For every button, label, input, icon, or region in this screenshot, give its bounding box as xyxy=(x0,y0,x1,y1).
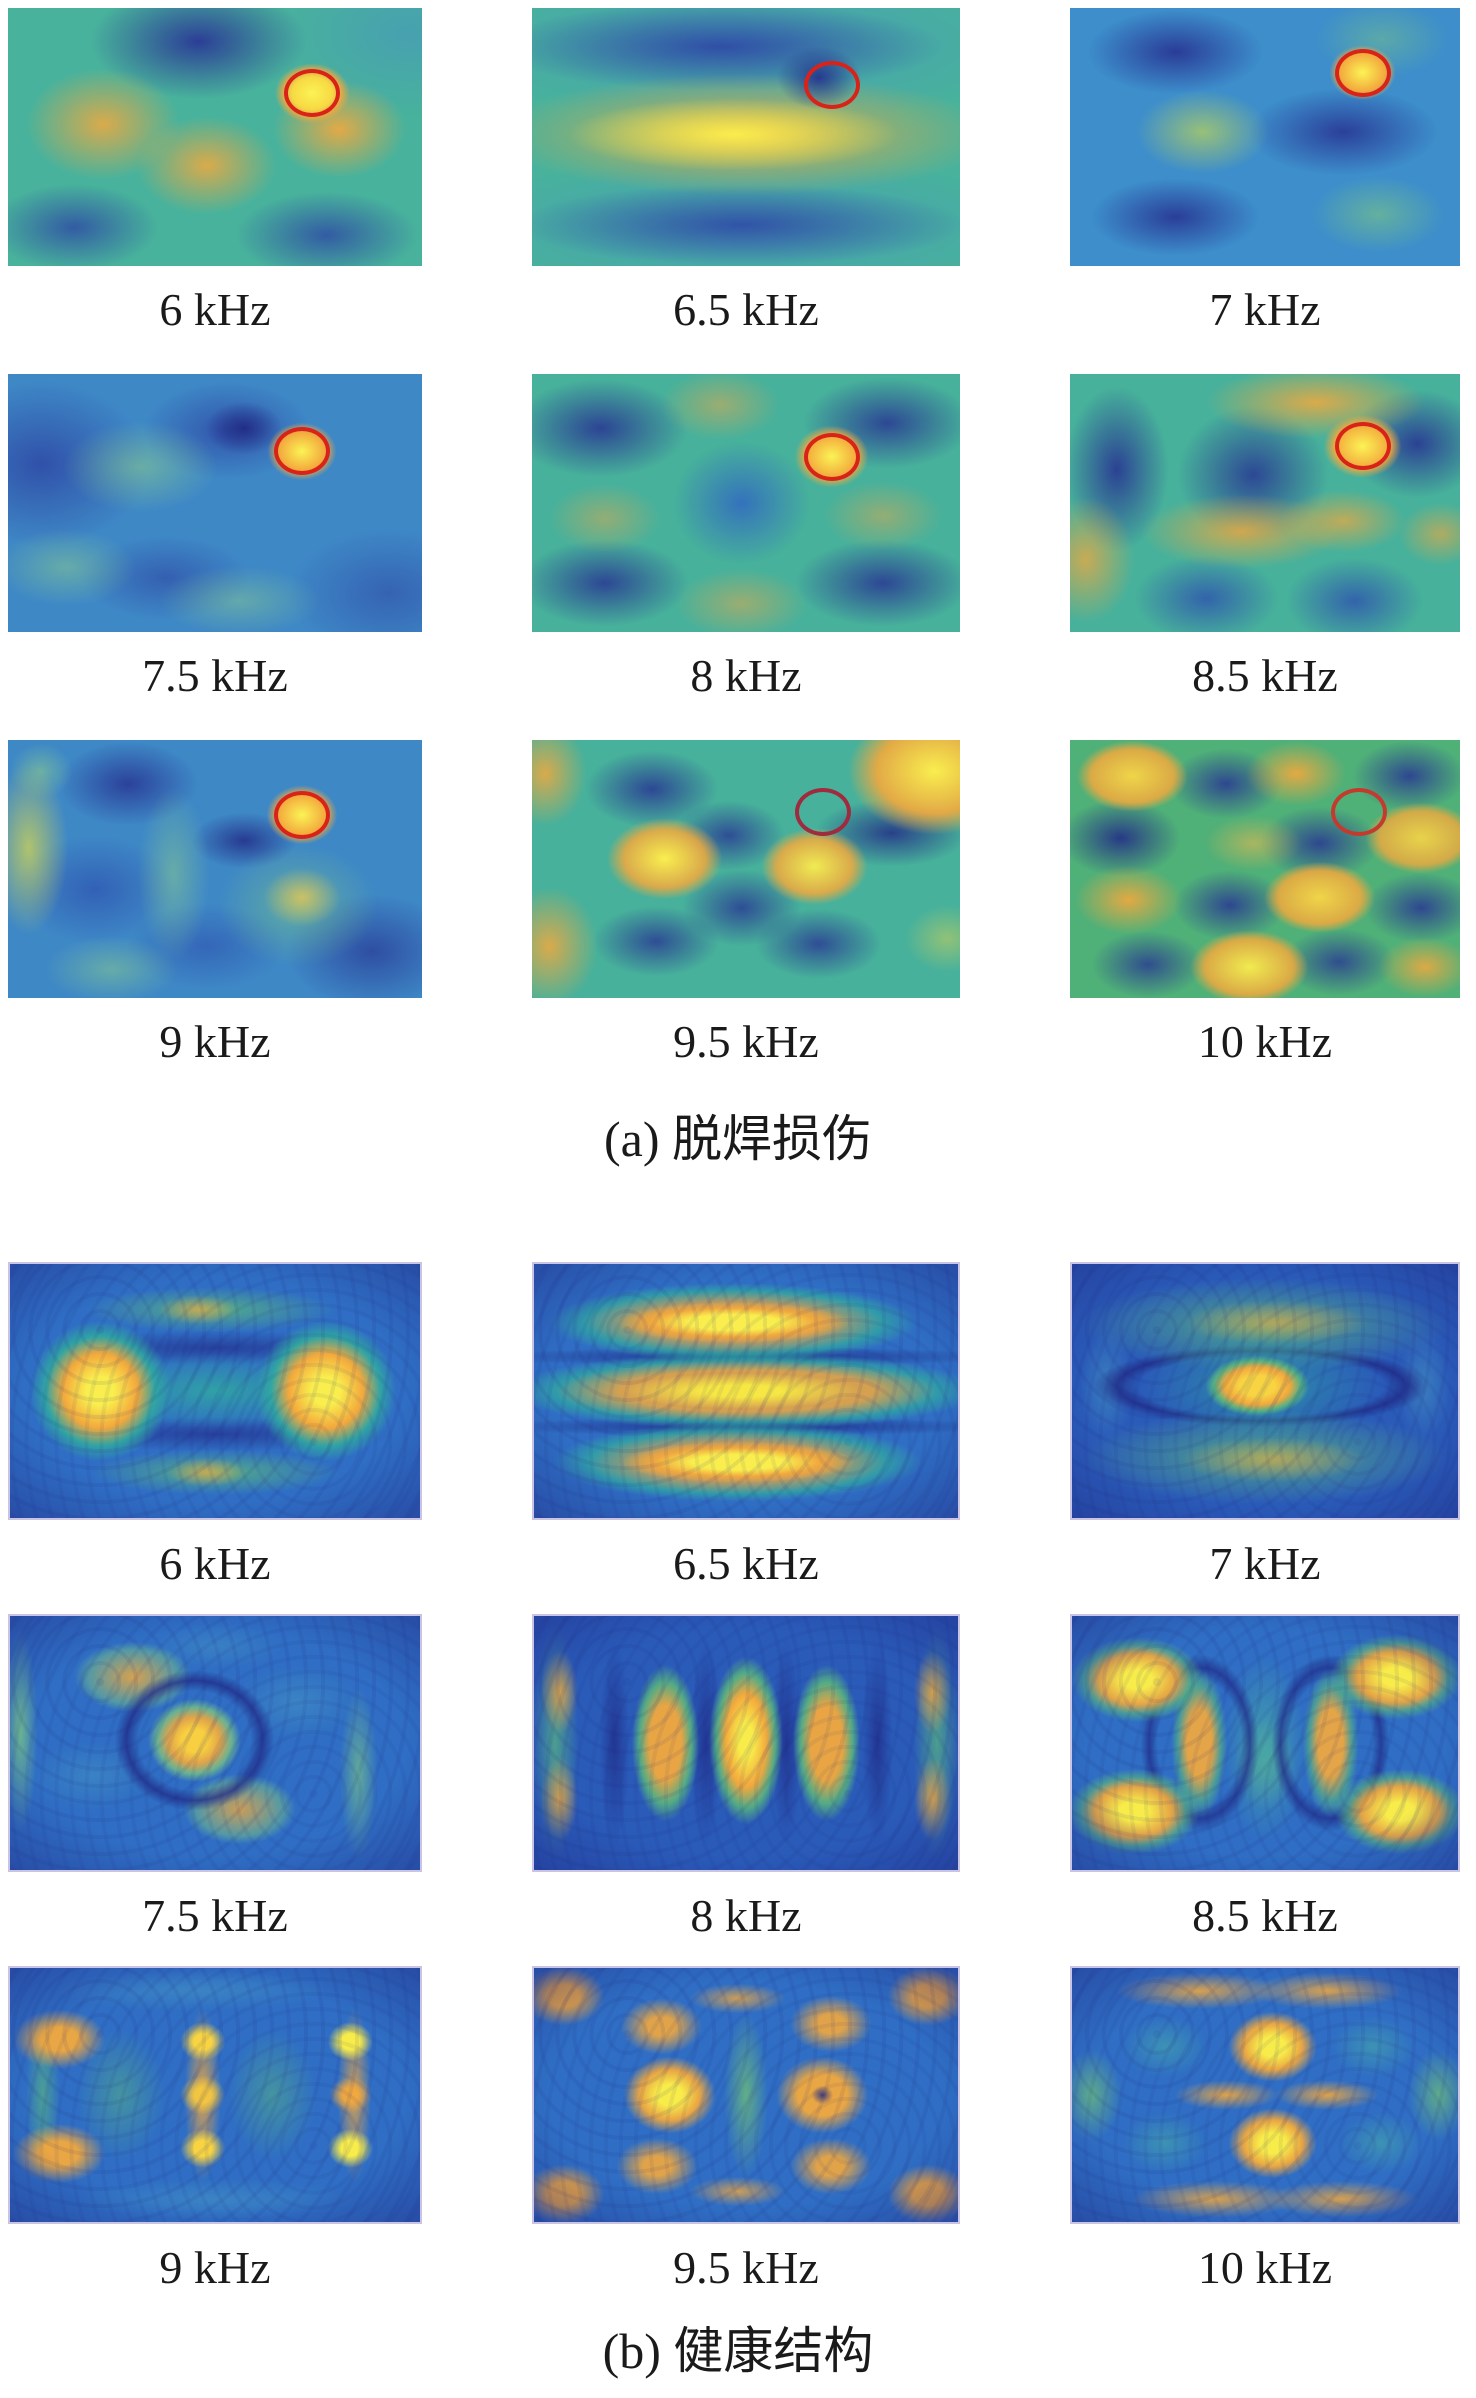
panel-b-healthy-structure: 6 kHz 6.5 kHz 7 kHz 7.5 kHz 8 kHz 8 xyxy=(0,1228,1476,2384)
heatmap-cell: 8 kHz xyxy=(532,374,960,706)
heatmap-b-7khz xyxy=(1070,1262,1460,1520)
heatmap-b-8.5khz xyxy=(1070,1614,1460,1872)
heatmap-a-7.5khz xyxy=(8,374,422,632)
frequency-label: 8.5 kHz xyxy=(1192,1890,1338,1941)
frequency-label: 9 kHz xyxy=(159,1016,271,1067)
heatmap-a-10khz xyxy=(1070,740,1460,998)
heatmap-a-9.5khz xyxy=(532,740,960,998)
heatmap-cell: 9 kHz xyxy=(8,1966,422,2298)
heatmap-cell: 6 kHz xyxy=(8,8,422,340)
heatmap-cell: 6.5 kHz xyxy=(532,1262,960,1594)
heatmap-cell: 6 kHz xyxy=(8,1262,422,1594)
heatmap-cell: 9.5 kHz xyxy=(532,740,960,1072)
heatmap-cell: 8.5 kHz xyxy=(1070,374,1460,706)
heatmap-a-8.5khz xyxy=(1070,374,1460,632)
heatmap-cell: 9 kHz xyxy=(8,740,422,1072)
heatmap-b-9.5khz xyxy=(532,1966,960,2224)
heatmap-cell: 8 kHz xyxy=(532,1614,960,1946)
frequency-label: 8 kHz xyxy=(690,650,802,701)
panel-b-row-3: 9 kHz 9.5 kHz 10 kHz xyxy=(0,1966,1476,2298)
heatmap-cell: 7 kHz xyxy=(1070,1262,1460,1594)
damage-marker-circle xyxy=(1334,422,1391,471)
frequency-label: 8.5 kHz xyxy=(1192,650,1338,701)
heatmap-cell: 10 kHz xyxy=(1070,1966,1460,2298)
damage-marker-circle xyxy=(803,61,860,110)
heatmap-cell: 8.5 kHz xyxy=(1070,1614,1460,1946)
damage-marker-circle xyxy=(284,69,341,118)
damage-marker-circle xyxy=(803,432,860,481)
panel-b-row-1: 6 kHz 6.5 kHz 7 kHz xyxy=(0,1262,1476,1594)
frequency-label: 6.5 kHz xyxy=(673,284,819,335)
frequency-label: 7 kHz xyxy=(1209,1538,1321,1589)
panel-a-row-2: 7.5 kHz 8 kHz 8.5 kHz xyxy=(0,374,1476,706)
damage-marker-circle xyxy=(795,788,852,837)
heatmap-b-9khz xyxy=(8,1966,422,2224)
panel-b-caption: (b) 健康结构 xyxy=(602,2323,874,2379)
damage-marker-circle xyxy=(273,790,330,839)
heatmap-b-8khz xyxy=(532,1614,960,1872)
panel-a-desoldering-damage: 6 kHz 6.5 kHz 7 kHz 7.5 kHz 8 kHz 8 xyxy=(0,8,1476,1172)
frequency-label: 6 kHz xyxy=(159,284,271,335)
heatmap-a-9khz xyxy=(8,740,422,998)
panel-b-row-2: 7.5 kHz 8 kHz 8.5 kHz xyxy=(0,1614,1476,1946)
frequency-label: 7.5 kHz xyxy=(142,650,288,701)
panel-a-row-1: 6 kHz 6.5 kHz 7 kHz xyxy=(0,8,1476,340)
frequency-label: 9 kHz xyxy=(159,2242,271,2293)
damage-marker-circle xyxy=(1330,788,1387,837)
heatmap-b-6.5khz xyxy=(532,1262,960,1520)
heatmap-cell: 7.5 kHz xyxy=(8,374,422,706)
heatmap-b-10khz xyxy=(1070,1966,1460,2224)
panel-a-row-3: 9 kHz 9.5 kHz 10 kHz xyxy=(0,740,1476,1072)
frequency-label: 7.5 kHz xyxy=(142,1890,288,1941)
heatmap-a-7khz xyxy=(1070,8,1460,266)
heatmap-cell: 7.5 kHz xyxy=(8,1614,422,1946)
frequency-label: 9.5 kHz xyxy=(673,2242,819,2293)
heatmap-b-7.5khz xyxy=(8,1614,422,1872)
heatmap-cell: 6.5 kHz xyxy=(532,8,960,340)
frequency-label: 6 kHz xyxy=(159,1538,271,1589)
panel-a-caption: (a) 脱焊损伤 xyxy=(604,1111,872,1167)
frequency-label: 9.5 kHz xyxy=(673,1016,819,1067)
heatmap-a-8khz xyxy=(532,374,960,632)
heatmap-cell: 10 kHz xyxy=(1070,740,1460,1072)
damage-marker-circle xyxy=(1334,48,1391,97)
heatmap-a-6.5khz xyxy=(532,8,960,266)
frequency-label: 6.5 kHz xyxy=(673,1538,819,1589)
frequency-label: 8 kHz xyxy=(690,1890,802,1941)
heatmap-cell: 9.5 kHz xyxy=(532,1966,960,2298)
heatmap-a-6khz xyxy=(8,8,422,266)
frequency-label: 10 kHz xyxy=(1197,2242,1333,2293)
damage-marker-circle xyxy=(273,427,330,476)
frequency-label: 10 kHz xyxy=(1197,1016,1333,1067)
heatmap-b-6khz xyxy=(8,1262,422,1520)
frequency-label: 7 kHz xyxy=(1209,284,1321,335)
heatmap-cell: 7 kHz xyxy=(1070,8,1460,340)
